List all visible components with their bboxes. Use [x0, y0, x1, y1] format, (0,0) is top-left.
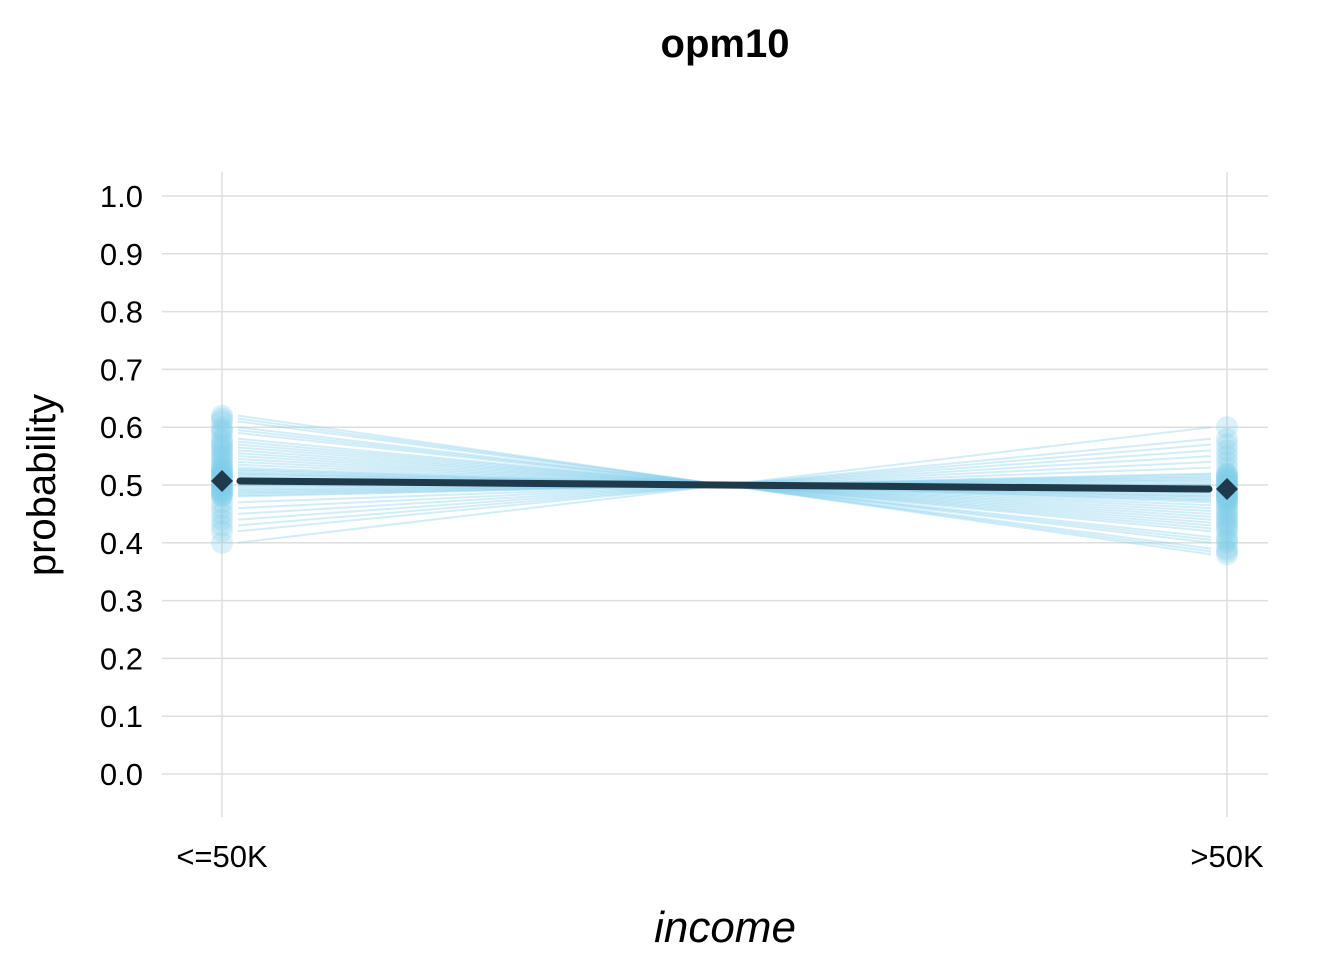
- sample-point: [1216, 505, 1238, 528]
- sample-point: [1216, 445, 1238, 468]
- sample-point: [211, 433, 233, 456]
- sample-point: [1216, 526, 1238, 549]
- sample-point: [211, 450, 233, 473]
- sample-point: [1216, 439, 1238, 462]
- sample-point: [1216, 456, 1238, 479]
- sample-point: [1216, 494, 1238, 517]
- sample-point: [1216, 520, 1238, 543]
- sample-point: [1216, 463, 1238, 486]
- sample-point: [1216, 531, 1238, 554]
- sample-point: [211, 514, 233, 537]
- x-axis-label: income: [654, 903, 796, 952]
- sample-point: [1216, 462, 1238, 485]
- sample-point: [211, 485, 233, 508]
- sample-point: [1216, 497, 1238, 520]
- sample-point: [211, 453, 233, 476]
- mean-point: [1216, 478, 1238, 501]
- sample-point: [211, 481, 233, 504]
- x-tick-label: >50K: [1190, 839, 1264, 874]
- sample-point: [211, 447, 233, 470]
- y-tick-label: 0.5: [100, 468, 143, 503]
- sample-point: [1216, 543, 1238, 566]
- sample-point: [1216, 511, 1238, 534]
- sample-point: [1216, 491, 1238, 514]
- y-axis-label: probability: [20, 394, 64, 576]
- y-tick-label: 0.2: [100, 641, 143, 676]
- y-tick-label: 0.6: [100, 410, 143, 445]
- sample-point: [211, 491, 233, 514]
- sample-point: [1216, 433, 1238, 456]
- sample-point: [211, 456, 233, 479]
- sample-point: [1216, 528, 1238, 551]
- sample-point: [1216, 514, 1238, 537]
- sample-point: [211, 421, 233, 444]
- sample-point: [211, 508, 233, 531]
- sample-point: [211, 520, 233, 543]
- mean-series: [211, 469, 1238, 501]
- sample-point: [211, 416, 233, 439]
- sample-point: [1216, 517, 1238, 540]
- sample-point: [211, 439, 233, 462]
- sample-point: [1216, 489, 1238, 512]
- sample-point: [211, 482, 233, 505]
- sample-point: [211, 419, 233, 442]
- sample-point: [211, 436, 233, 459]
- sample-point: [211, 427, 233, 450]
- sample-point: [1216, 508, 1238, 531]
- y-tick-label: 0.7: [100, 352, 143, 387]
- y-tick-label: 0.0: [100, 757, 143, 792]
- sample-point: [1216, 450, 1238, 473]
- sample-point: [211, 445, 233, 468]
- mean-point: [211, 469, 233, 492]
- y-tick-label: 0.9: [100, 237, 143, 272]
- x-axis-ticks: <=50K >50K: [176, 839, 1264, 874]
- sample-point: [211, 484, 233, 507]
- y-tick-label: 1.0: [100, 179, 143, 214]
- y-tick-label: 0.1: [100, 699, 143, 734]
- sample-point: [1216, 416, 1238, 439]
- sample-point: [1216, 500, 1238, 523]
- sample-point: [211, 497, 233, 520]
- sample-point: [211, 407, 233, 430]
- sample-point: [211, 502, 233, 525]
- sample-point: [1216, 427, 1238, 450]
- sample-point: [211, 531, 233, 554]
- y-tick-label: 0.4: [100, 526, 143, 561]
- sample-point: [211, 430, 233, 453]
- mean-line: [236, 477, 1213, 493]
- sample-point: [1216, 502, 1238, 525]
- sample-point: [1216, 466, 1238, 489]
- sample-point: [211, 404, 233, 427]
- sample-point: [1216, 465, 1238, 488]
- y-axis-ticks: 0.0 0.1 0.2 0.3 0.4 0.5 0.6 0.7 0.8 0.9 1.0: [100, 179, 143, 792]
- sample-point: [1216, 537, 1238, 560]
- x-tick-label: <=50K: [176, 839, 268, 874]
- sample-point: [1216, 540, 1238, 563]
- chart-title: opm10: [661, 22, 790, 66]
- sample-point: [211, 442, 233, 465]
- sample-point: [211, 410, 233, 433]
- y-tick-label: 0.8: [100, 295, 143, 330]
- sample-point: [211, 458, 233, 481]
- y-tick-label: 0.3: [100, 584, 143, 619]
